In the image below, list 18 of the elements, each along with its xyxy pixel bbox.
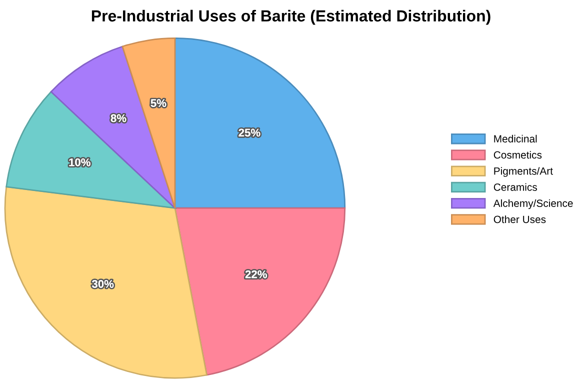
legend-label: Other Uses [494,215,546,224]
data-label: 22% [245,270,267,278]
data-label: 10% [69,158,90,166]
data-label: 25% [238,128,260,137]
data-label: 8% [110,114,126,122]
pie-slice [50,46,176,209]
legend-label: Medicinal [494,134,537,143]
pie-slice [4,186,208,379]
data-label: 5% [150,99,166,108]
data-label: 30% [92,280,114,288]
chart-title: Pre-Industrial Uses of Barite (Estimated Distribution) [92,10,490,25]
legend-label: Ceramics [494,183,537,191]
pie-slice [6,91,176,209]
pie-slice [174,37,346,209]
legend-label: Cosmetics [494,150,542,159]
legend-label: Pigments/Art [494,167,553,177]
pie-slice [174,207,346,376]
legend-label: Alchemy/Science [493,199,573,210]
